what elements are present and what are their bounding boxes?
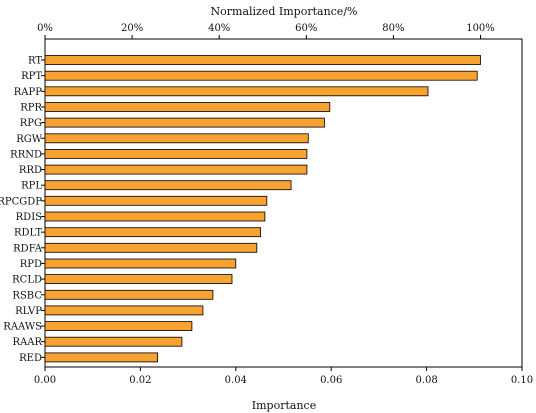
bottom-axis-ticks: 0.00 0.02 0.04 0.06 0.08 0.10 <box>34 367 533 386</box>
category-label-rpr: RPR <box>20 102 42 113</box>
category-label-raaws: RAAWS <box>3 322 42 333</box>
bar-rdlt <box>44 227 262 238</box>
top-tick-label: 0% <box>37 23 53 34</box>
top-tick-label: 100% <box>466 23 495 34</box>
category-label-rapp: RAPP <box>14 87 42 98</box>
category-label-rrnd: RRND <box>10 149 42 160</box>
bar-rlvp <box>44 305 204 316</box>
bar-rpt <box>44 70 478 81</box>
bar-red <box>44 352 158 363</box>
category-label-rpd: RPD <box>20 259 42 270</box>
category-label-raar: RAAR <box>12 337 42 348</box>
bar-rpd <box>44 258 237 269</box>
category-labels: RT RPT RAPP RPR RPG RGW RRND RRD RPL RPCGDP RDIS RD… <box>0 56 45 364</box>
bottom-tick-label: 0.04 <box>225 375 247 386</box>
bar-rdis <box>44 211 266 222</box>
bar-rcld <box>44 274 233 285</box>
category-label-rpcgdp: RPCGDP <box>0 196 42 207</box>
top-axis-ticks: 0% 20% 40% 60% 80% 100% <box>37 23 495 39</box>
bar-rsbc <box>44 289 214 300</box>
bottom-tick-label: 0.08 <box>415 375 437 386</box>
bar-rpr <box>44 102 331 112</box>
top-tick-label: 60% <box>295 23 317 34</box>
x-axis-title: Importance <box>252 399 316 412</box>
bar-rdfa <box>44 242 258 253</box>
bar-rpl <box>44 180 292 191</box>
bar-rrnd <box>44 148 308 159</box>
top-axis-title: Normalized Importance/% <box>211 5 358 18</box>
category-label-rpt: RPT <box>21 71 42 82</box>
category-label-rt: RT <box>28 56 42 67</box>
bar-rt <box>44 55 481 65</box>
bar-rapp <box>44 86 429 97</box>
bar-group <box>44 55 481 363</box>
category-label-red: RED <box>19 353 42 364</box>
bottom-tick-label: 0.00 <box>34 375 56 386</box>
top-tick-label: 80% <box>382 23 404 34</box>
category-label-rsbc: RSBC <box>12 290 42 301</box>
category-label-rpl: RPL <box>21 181 42 192</box>
category-label-rlvp: RLVP <box>15 306 42 317</box>
bar-raar <box>44 336 183 347</box>
category-label-rdis: RDIS <box>16 212 42 223</box>
category-label-rdlt: RDLT <box>14 228 42 239</box>
category-label-rdfa: RDFA <box>13 243 43 254</box>
top-tick-label: 20% <box>121 23 143 34</box>
top-tick-label: 40% <box>208 23 230 34</box>
bar-raaws <box>44 321 193 332</box>
category-label-rrd: RRD <box>19 165 42 176</box>
bottom-tick-label: 0.10 <box>511 375 533 386</box>
bottom-tick-label: 0.06 <box>320 375 342 386</box>
bar-rpcgdp <box>44 195 268 206</box>
bar-rpg <box>44 117 325 128</box>
category-label-rcld: RCLD <box>12 275 42 286</box>
bottom-tick-label: 0.02 <box>129 375 151 386</box>
bar-rrd <box>44 164 308 175</box>
category-label-rpg: RPG <box>20 118 42 129</box>
bar-rgw <box>44 133 309 144</box>
category-label-rgw: RGW <box>16 134 43 145</box>
